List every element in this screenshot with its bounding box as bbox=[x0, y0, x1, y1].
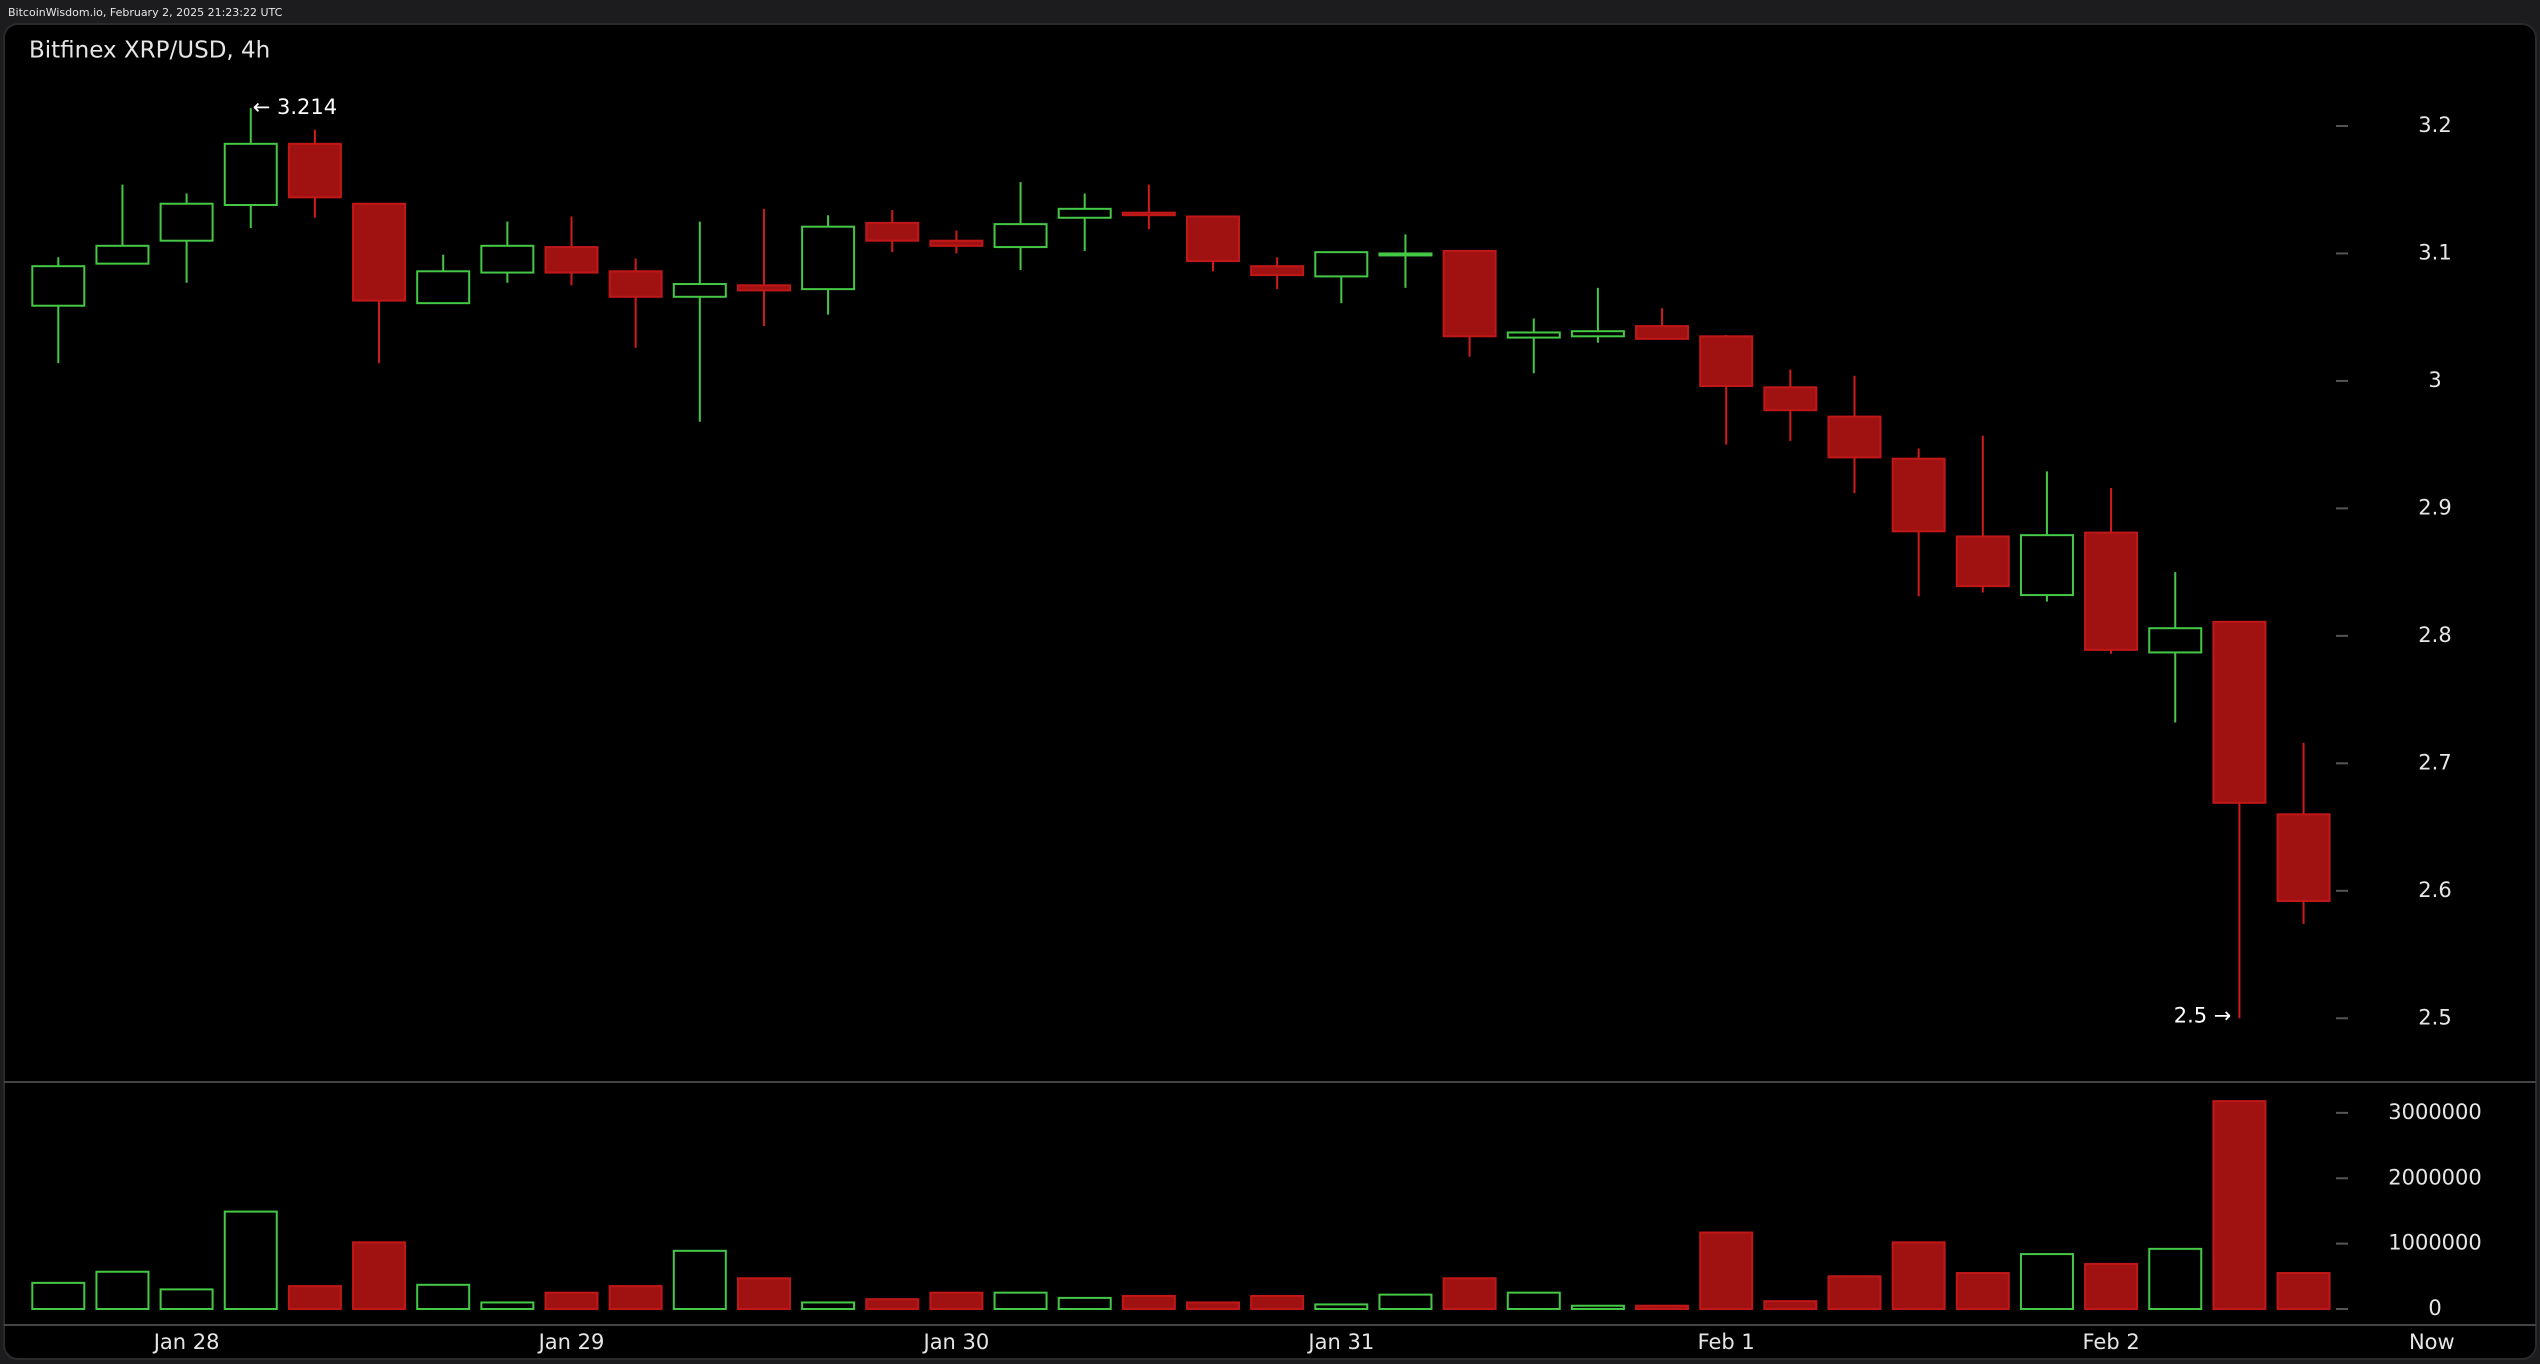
volume-bar bbox=[1955, 1272, 2010, 1311]
candle-body bbox=[1121, 211, 1176, 217]
candle-body bbox=[1442, 249, 1497, 338]
volume-bar bbox=[1570, 1304, 1625, 1310]
x-tick-label: Jan 29 bbox=[537, 1330, 605, 1354]
volume-bar bbox=[2084, 1262, 2139, 1311]
candle-body bbox=[1570, 330, 1625, 338]
candle-body bbox=[287, 142, 342, 199]
chart-title: Bitfinex XRP/USD, 4h bbox=[29, 38, 270, 64]
volume-bar bbox=[2276, 1272, 2331, 1311]
x-tick-label: Feb 2 bbox=[2082, 1330, 2139, 1354]
candle-body bbox=[2084, 531, 2139, 651]
candle-body bbox=[2212, 620, 2267, 804]
volume-bar bbox=[1250, 1294, 1305, 1311]
volume-bar bbox=[2212, 1100, 2267, 1310]
volume-bar bbox=[1442, 1277, 1497, 1311]
annotation: ← 3.214 bbox=[253, 95, 337, 119]
y-tick-label: 3.2 bbox=[2418, 113, 2451, 137]
volume-bar bbox=[480, 1301, 535, 1310]
candle-body bbox=[1186, 215, 1240, 263]
volume-bar bbox=[95, 1270, 150, 1310]
volume-bar bbox=[2019, 1253, 2074, 1310]
y-tick-label: 2.5 bbox=[2418, 1005, 2451, 1029]
candle-body bbox=[2148, 627, 2203, 654]
candle-body bbox=[544, 246, 599, 274]
y-tick-label: 3.1 bbox=[2418, 240, 2451, 264]
x-tick-label: Jan 30 bbox=[922, 1330, 990, 1354]
volume-tick-label: 0 bbox=[2428, 1296, 2441, 1320]
candle-body bbox=[1891, 457, 1946, 533]
candle-body bbox=[865, 221, 920, 242]
volume-bar bbox=[1635, 1304, 1690, 1310]
candle-body bbox=[1378, 252, 1433, 257]
volume-bar bbox=[1763, 1300, 1818, 1311]
candle-body bbox=[1314, 251, 1369, 278]
candle-body bbox=[608, 270, 663, 298]
volume-bar bbox=[544, 1291, 599, 1311]
candle-body bbox=[2276, 813, 2331, 902]
candle-body bbox=[993, 223, 1048, 249]
volume-tick-label: 2000000 bbox=[2388, 1165, 2482, 1189]
x-tick-label: Jan 28 bbox=[152, 1330, 220, 1354]
annotation: 2.5 → bbox=[2174, 1003, 2232, 1027]
volume-bar bbox=[865, 1298, 920, 1310]
volume-bar bbox=[1378, 1293, 1433, 1311]
volume-bar bbox=[736, 1277, 791, 1311]
volume-bar bbox=[1699, 1231, 1754, 1310]
candle-body bbox=[352, 202, 407, 302]
candle-body bbox=[1827, 415, 1882, 459]
volume-bar bbox=[223, 1210, 278, 1310]
volume-tick-label: 1000000 bbox=[2388, 1231, 2482, 1255]
volume-bar bbox=[1121, 1294, 1176, 1311]
candle-body bbox=[95, 244, 150, 265]
volume-bar bbox=[993, 1291, 1048, 1311]
candle-body bbox=[1635, 325, 1690, 340]
volume-bar bbox=[2148, 1247, 2203, 1310]
volume-bar bbox=[1827, 1275, 1882, 1311]
y-tick-label: 2.6 bbox=[2418, 878, 2451, 902]
volume-bar bbox=[929, 1291, 984, 1311]
x-now-label: Now bbox=[2409, 1330, 2455, 1354]
candle-body bbox=[1763, 386, 1818, 412]
candle-body bbox=[1057, 207, 1112, 219]
y-tick-label: 2.7 bbox=[2418, 750, 2451, 774]
volume-tick-label: 3000000 bbox=[2388, 1100, 2482, 1124]
x-tick-label: Feb 1 bbox=[1698, 1330, 1755, 1354]
header: BitcoinWisdom.io, February 2, 2025 21:23… bbox=[8, 6, 283, 19]
volume-bar bbox=[1057, 1296, 1112, 1311]
volume-bar bbox=[416, 1283, 471, 1310]
volume-bar bbox=[801, 1301, 856, 1310]
volume-bar bbox=[1186, 1301, 1240, 1310]
candle-body bbox=[159, 202, 214, 242]
candle-body bbox=[929, 239, 984, 247]
candle-body bbox=[480, 244, 535, 274]
candle-body bbox=[416, 270, 471, 305]
chart-area bbox=[3, 23, 2537, 1360]
volume-bar bbox=[1314, 1303, 1369, 1310]
candle-body bbox=[672, 283, 727, 298]
candle-body bbox=[736, 284, 791, 292]
candle-body bbox=[1506, 331, 1561, 339]
candle-body bbox=[1699, 335, 1754, 388]
y-tick-label: 3 bbox=[2428, 368, 2441, 392]
volume-bar bbox=[672, 1249, 727, 1310]
volume-bar bbox=[1891, 1241, 1946, 1311]
candle-body bbox=[2019, 534, 2074, 597]
volume-bar bbox=[608, 1285, 663, 1310]
y-tick-label: 2.9 bbox=[2418, 495, 2451, 519]
x-tick-label: Jan 31 bbox=[1306, 1330, 1374, 1354]
volume-bar bbox=[31, 1281, 86, 1310]
candle-body bbox=[801, 225, 856, 291]
volume-bar bbox=[159, 1288, 214, 1311]
volume-bar bbox=[287, 1285, 342, 1310]
volume-bar bbox=[1506, 1291, 1561, 1311]
candle-body bbox=[1250, 265, 1305, 277]
candle-body bbox=[31, 265, 86, 307]
y-tick-label: 2.8 bbox=[2418, 623, 2451, 647]
candle-body bbox=[1955, 535, 2010, 588]
volume-bar bbox=[352, 1241, 407, 1311]
candle-body bbox=[223, 142, 278, 207]
